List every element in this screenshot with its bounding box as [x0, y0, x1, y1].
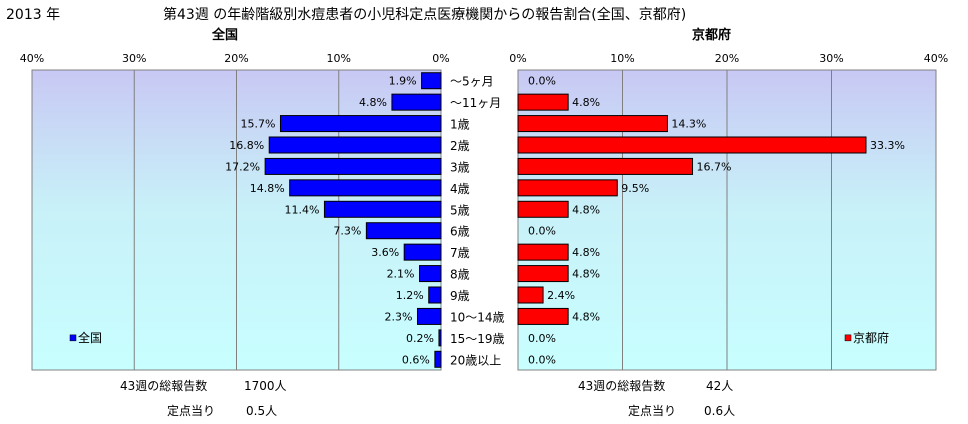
national-data-label: 15.7%	[241, 118, 276, 131]
national-data-label: 0.2%	[406, 332, 434, 345]
national-bar	[365, 222, 442, 240]
year-label: 2013 年	[6, 7, 61, 23]
category-label: 2歳	[450, 139, 470, 153]
national-bar	[289, 179, 442, 197]
national-total-label: 43週の総報告数	[120, 379, 208, 393]
category-label: 8歳	[450, 268, 470, 282]
right-tick-label: 0%	[509, 52, 526, 65]
national-data-label: 14.8%	[250, 182, 285, 195]
right-tick-label: 10%	[610, 52, 634, 65]
national-data-label: 2.3%	[385, 310, 413, 323]
national-total-value: 1700人	[244, 379, 287, 393]
national-per-value: 0.5人	[246, 404, 278, 418]
category-label: 4歳	[450, 182, 470, 196]
kyoto-data-label: 9.5%	[621, 182, 649, 195]
kyoto-data-label: 4.8%	[572, 96, 600, 109]
national-bar	[421, 72, 442, 90]
left-tick-label: 30%	[122, 52, 146, 65]
kyoto-data-label: 0.0%	[528, 332, 556, 345]
kyoto-data-label: 4.8%	[572, 310, 600, 323]
national-data-label: 2.1%	[387, 268, 415, 281]
kyoto-per-value: 0.6人	[704, 404, 736, 418]
kyoto-data-label: 33.3%	[870, 139, 905, 152]
kyoto-bar	[517, 115, 668, 133]
left-tick-label: 0%	[432, 52, 449, 65]
category-label: 5歳	[450, 203, 470, 217]
category-label: 9歳	[450, 289, 470, 303]
right-tick-label: 20%	[715, 52, 739, 65]
category-label: 7歳	[450, 246, 470, 260]
right-tick-label: 30%	[819, 52, 843, 65]
kyoto-total-label: 43週の総報告数	[578, 379, 666, 393]
category-label: 3歳	[450, 160, 470, 174]
national-bar	[419, 265, 442, 283]
kyoto-bar	[517, 157, 694, 175]
national-bar	[391, 93, 442, 111]
kyoto-data-label: 2.4%	[547, 289, 575, 302]
kyoto-data-label: 0.0%	[528, 353, 556, 366]
category-label: 20歳以上	[450, 353, 501, 367]
kyoto-data-label: 16.7%	[697, 160, 732, 173]
national-bar	[264, 157, 442, 175]
kyoto-data-label: 14.3%	[671, 118, 706, 131]
kyoto-bar	[517, 200, 569, 218]
national-bar	[323, 200, 442, 218]
national-data-label: 4.8%	[359, 96, 387, 109]
national-bar	[438, 329, 442, 347]
right-tick-label: 40%	[924, 52, 948, 65]
national-data-label: 11.4%	[284, 203, 319, 216]
national-bar	[416, 307, 442, 325]
category-label: 15～19歳	[450, 332, 505, 346]
kyoto-data-label: 4.8%	[572, 203, 600, 216]
kyoto-bar	[517, 265, 569, 283]
national-legend-label: 全国	[78, 330, 102, 345]
right-panel-title: 京都府	[692, 28, 732, 43]
kyoto-bar	[517, 93, 569, 111]
national-bar	[279, 115, 442, 133]
kyoto-data-label: 0.0%	[528, 75, 556, 88]
kyoto-legend-label: 京都府	[853, 330, 889, 345]
national-data-label: 1.9%	[389, 75, 417, 88]
national-bar	[403, 243, 442, 261]
category-label: ～5ヶ月	[450, 75, 494, 89]
national-bar	[268, 136, 442, 154]
kyoto-bar	[517, 307, 569, 325]
left-tick-label: 10%	[327, 52, 351, 65]
national-data-label: 0.6%	[402, 353, 430, 366]
kyoto-bar	[517, 179, 618, 197]
category-label: 6歳	[450, 225, 470, 239]
kyoto-bar	[517, 243, 569, 261]
national-legend-swatch	[69, 334, 77, 342]
kyoto-per-label: 定点当り	[628, 404, 677, 418]
category-label: 1歳	[450, 118, 470, 132]
chart-title: 第43週 の年齢階級別水痘患者の小児科定点医療機関からの報告割合(全国、京都府)	[163, 7, 687, 23]
national-per-label: 定点当り	[167, 404, 216, 418]
kyoto-bar	[517, 286, 544, 304]
category-label: 10～14歳	[450, 310, 505, 324]
category-label: ～11ヶ月	[450, 96, 501, 110]
left-panel-title: 全国	[212, 28, 239, 43]
left-tick-label: 20%	[224, 52, 248, 65]
national-bar	[428, 286, 442, 304]
kyoto-legend-swatch	[844, 334, 852, 342]
national-data-label: 7.3%	[333, 225, 361, 238]
kyoto-data-label: 4.8%	[572, 246, 600, 259]
kyoto-data-label: 4.8%	[572, 268, 600, 281]
kyoto-data-label: 0.0%	[528, 225, 556, 238]
national-data-label: 3.6%	[371, 246, 399, 259]
national-bar	[434, 350, 442, 368]
national-data-label: 1.2%	[396, 289, 424, 302]
kyoto-total-value: 42人	[706, 379, 734, 393]
national-data-label: 16.8%	[229, 139, 264, 152]
national-data-label: 17.2%	[225, 160, 260, 173]
kyoto-bar	[517, 136, 867, 154]
left-tick-label: 40%	[20, 52, 44, 65]
